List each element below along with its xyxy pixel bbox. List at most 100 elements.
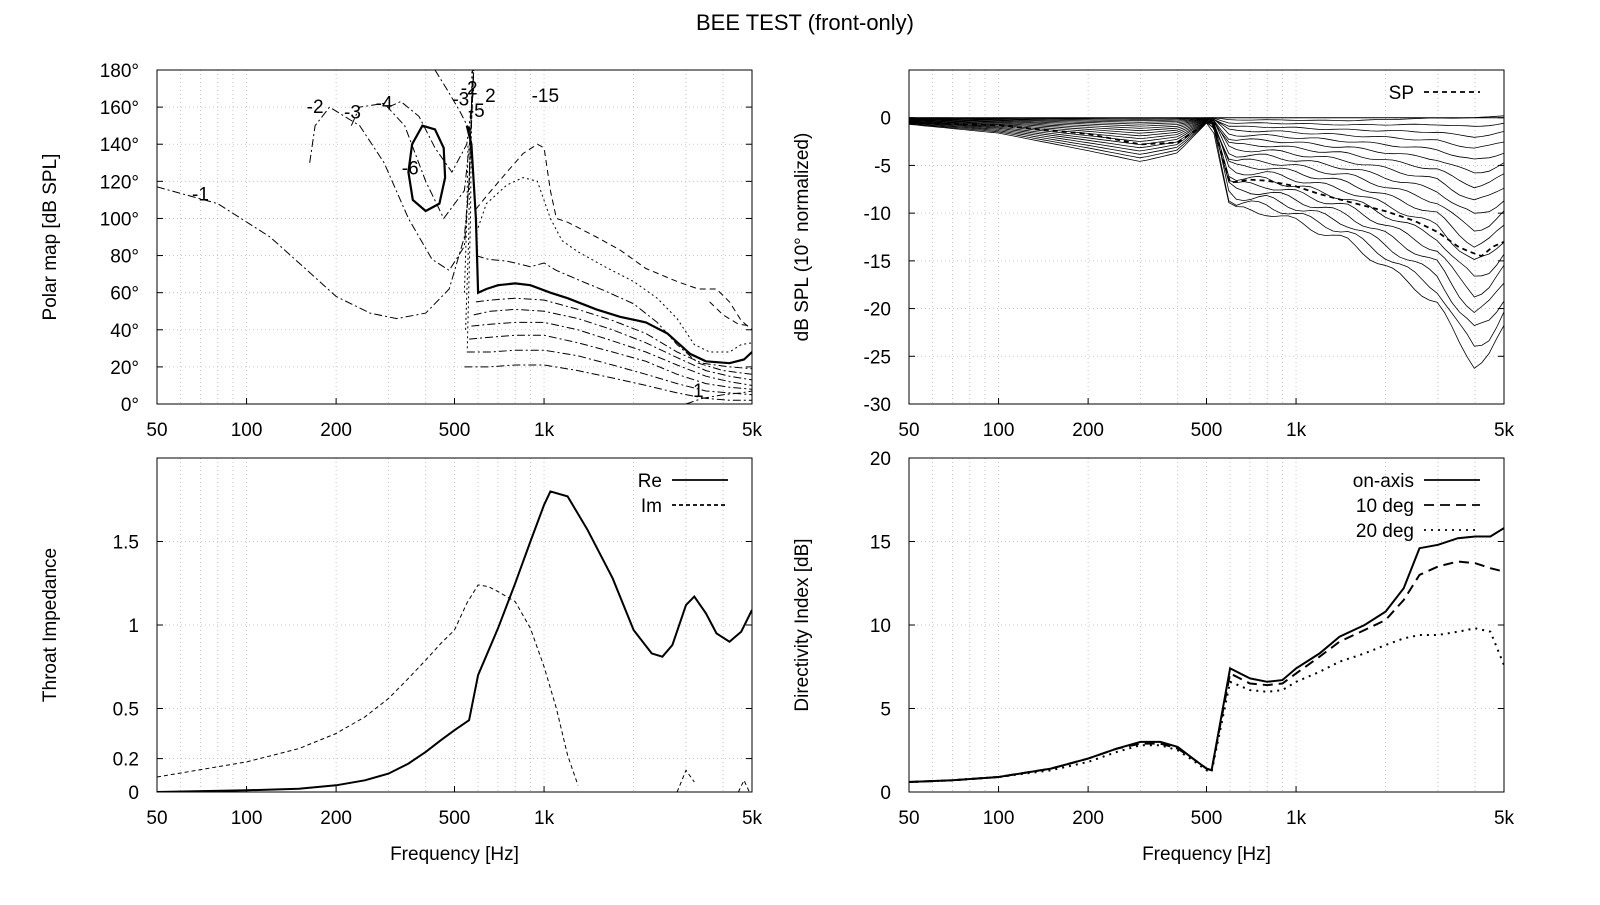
di-ytick-label: 20 — [870, 449, 891, 470]
di-ytick-label: 15 — [870, 533, 891, 554]
legend-label: on-axis — [1353, 471, 1414, 492]
di-xtick-label: 50 — [898, 808, 919, 829]
spl-ytick-label: -30 — [864, 395, 891, 416]
di-plot-area — [909, 527, 1504, 783]
contour-line — [475, 143, 752, 331]
impedance-xtick-label: 200 — [320, 808, 352, 829]
contour-label: 2 — [485, 86, 496, 107]
impedance-panel: 50 100 200 500 1k 5k 0 0.2 0.5 1 1.5 Throat Impedan… — [40, 457, 763, 865]
contour-line — [434, 70, 470, 130]
contour-label: -2 — [461, 79, 478, 100]
contour-line — [469, 334, 752, 390]
contour-label: -15 — [532, 86, 559, 107]
series-Re — [157, 490, 752, 792]
di-xtick-label: 200 — [1072, 808, 1104, 829]
polar-ytick-label: 20° — [110, 358, 139, 379]
spl-xtick-label: 50 — [898, 420, 919, 441]
polar-xtick-label: 5k — [742, 420, 763, 441]
contour-line — [465, 125, 752, 365]
spl-ytick-label: -5 — [874, 156, 891, 177]
polar-ytick-label: 160° — [100, 98, 139, 119]
spl-ytick-label: -20 — [864, 300, 891, 321]
di-xtick-label: 1k — [1286, 808, 1307, 829]
polar-ytick-label: 100° — [100, 209, 139, 230]
polar-frame — [156, 69, 753, 405]
contour-label: -1 — [192, 184, 209, 205]
legend-label: Im — [641, 496, 662, 517]
series-20-deg — [909, 627, 1504, 783]
contour-line — [309, 70, 475, 272]
polar-xtick-label: 1k — [534, 420, 555, 441]
impedance-ytick-label: 0.2 — [113, 750, 139, 771]
contour-label: -3 — [344, 103, 361, 124]
contour-label: -4 — [376, 93, 393, 114]
legend-label: 20 deg — [1356, 521, 1414, 542]
contour-line — [685, 390, 752, 404]
spl-frame — [908, 69, 1505, 405]
spl-ytick-label: 0 — [880, 109, 891, 130]
polar-xtick-label: 500 — [439, 420, 471, 441]
contour-label: -5 — [468, 101, 485, 122]
polar-ytick-label: 0° — [121, 395, 139, 416]
contour-label: -2 — [307, 97, 324, 118]
polar-ytick-label: 180° — [100, 61, 139, 82]
figure-title: BEE TEST (front-only) — [696, 10, 914, 35]
polar-ylabel: Polar map [dB SPL] — [40, 154, 61, 321]
di-grid — [909, 458, 1504, 792]
di-panel: 50 100 200 500 1k 5k 0 5 10 15 20 Directivity Index… — [792, 449, 1515, 865]
spl-ytick-label: -15 — [864, 252, 891, 273]
contour-line — [388, 88, 475, 174]
impedance-xtick-label: 1k — [534, 808, 555, 829]
spl-xtick-label: 200 — [1072, 420, 1104, 441]
polar-ytick-label: 120° — [100, 172, 139, 193]
contour-line — [709, 301, 752, 327]
contour-line — [471, 321, 752, 386]
legend-label: Re — [638, 471, 662, 492]
polar-xtick-label: 50 — [146, 420, 167, 441]
di-xtick-label: 5k — [1494, 808, 1515, 829]
legend-label: SP — [1389, 83, 1414, 104]
polar-ytick-label: 80° — [110, 247, 139, 268]
angle-curve — [909, 122, 1504, 369]
di-xtick-label: 500 — [1191, 808, 1223, 829]
polar-ytick-label: 140° — [100, 135, 139, 156]
contour-line — [350, 70, 475, 220]
polar-ytick-label: 40° — [110, 321, 139, 342]
contour-line — [473, 308, 752, 381]
di-ytick-label: 10 — [870, 616, 891, 637]
impedance-plot-area — [157, 490, 752, 792]
polar-panel: 50 100 200 500 1k 5k 0° 20° 40° 60° 80° 100° 120° 140… — [40, 61, 763, 441]
spl-ytick-label: -10 — [864, 204, 891, 225]
contour-line — [466, 349, 752, 396]
contour-line — [465, 125, 471, 330]
polar-xtick-label: 200 — [320, 420, 352, 441]
impedance-ytick-label: 0.5 — [113, 700, 139, 721]
contour-label: 1 — [693, 381, 704, 402]
impedance-ytick-label: 0 — [128, 783, 139, 804]
legend-label: 10 deg — [1356, 496, 1414, 517]
impedance-grid — [157, 458, 752, 792]
impedance-xtick-label: 50 — [146, 808, 167, 829]
polar-grid — [157, 70, 752, 404]
polar-xtick-label: 100 — [231, 420, 263, 441]
spl-ylabel: dB SPL (10° normalized) — [792, 133, 813, 342]
series-Im — [676, 769, 695, 792]
spl-xtick-label: 1k — [1286, 420, 1307, 441]
contour-line — [157, 70, 474, 320]
impedance-xtick-label: 100 — [231, 808, 263, 829]
di-xlabel: Frequency [Hz] — [1142, 844, 1271, 865]
series-Im — [157, 584, 579, 786]
spl-xtick-label: 100 — [983, 420, 1015, 441]
polar-plot-area — [157, 70, 752, 404]
spl-plot-area — [909, 115, 1504, 369]
series-SP — [909, 119, 1504, 258]
di-ylabel: Directivity Index [dB] — [792, 538, 813, 711]
angle-curve — [909, 118, 1504, 201]
series-10-deg — [909, 560, 1504, 783]
polar-ytick-label: 60° — [110, 284, 139, 305]
di-frame — [908, 457, 1505, 793]
di-ytick-label: 5 — [880, 700, 891, 721]
impedance-ytick-label: 1.5 — [113, 533, 139, 554]
